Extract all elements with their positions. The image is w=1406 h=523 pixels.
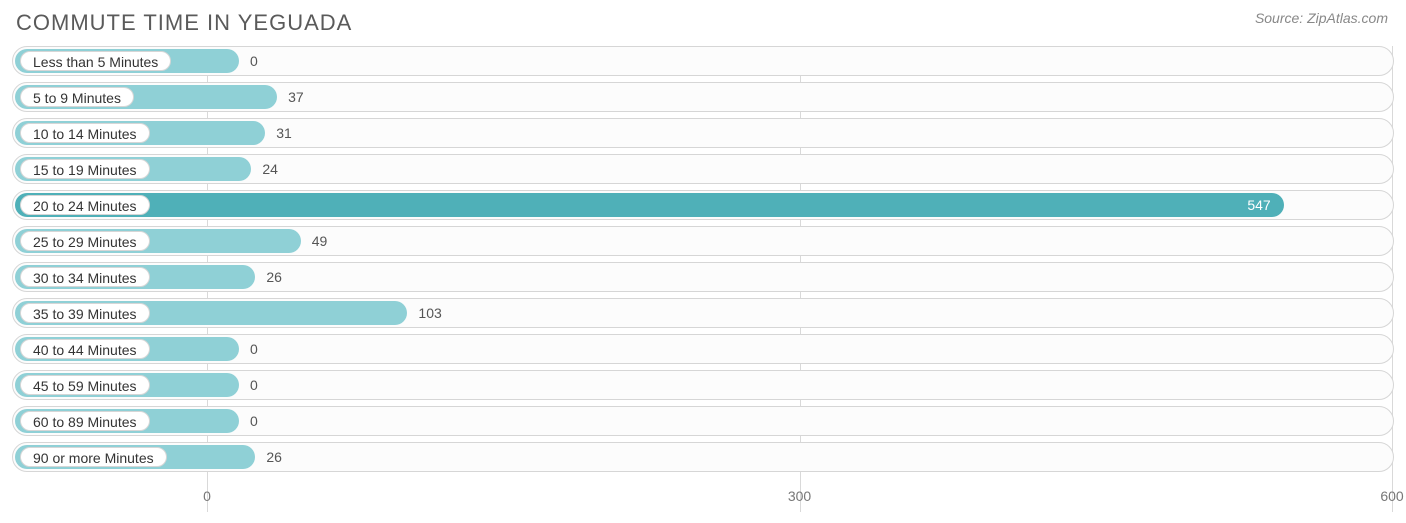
bar-row: 45 to 59 Minutes 0 <box>12 370 1394 400</box>
category-pill: 10 to 14 Minutes <box>20 123 150 143</box>
bar-row: 35 to 39 Minutes 103 <box>12 298 1394 328</box>
category-pill: 40 to 44 Minutes <box>20 339 150 359</box>
bar-row: 20 to 24 Minutes 547 <box>12 190 1394 220</box>
category-pill: Less than 5 Minutes <box>20 51 171 71</box>
category-pill: 45 to 59 Minutes <box>20 375 150 395</box>
bar-row: 15 to 19 Minutes 24 <box>12 154 1394 184</box>
category-pill: 90 or more Minutes <box>20 447 167 467</box>
x-axis: 0300600 <box>12 482 1394 512</box>
bar-row: 90 or more Minutes 26 <box>12 442 1394 472</box>
bar-row: 10 to 14 Minutes 31 <box>12 118 1394 148</box>
value-label: 547 <box>1247 190 1270 220</box>
category-pill: 5 to 9 Minutes <box>20 87 134 107</box>
chart-title: COMMUTE TIME IN YEGUADA <box>16 10 1394 36</box>
bar-row: 60 to 89 Minutes 0 <box>12 406 1394 436</box>
bar-row: Less than 5 Minutes 0 <box>12 46 1394 76</box>
category-pill: 60 to 89 Minutes <box>20 411 150 431</box>
value-label: 31 <box>276 118 292 148</box>
value-label: 26 <box>266 262 282 292</box>
value-label: 103 <box>418 298 441 328</box>
source-attribution: Source: ZipAtlas.com <box>1255 10 1388 26</box>
value-label: 0 <box>250 334 258 364</box>
bar <box>15 193 1284 217</box>
bar-row: 25 to 29 Minutes 49 <box>12 226 1394 256</box>
value-label: 0 <box>250 370 258 400</box>
category-pill: 20 to 24 Minutes <box>20 195 150 215</box>
x-tick-label: 600 <box>1380 488 1403 504</box>
chart-container: COMMUTE TIME IN YEGUADA Source: ZipAtlas… <box>0 0 1406 523</box>
value-label: 24 <box>262 154 278 184</box>
bar-row: 5 to 9 Minutes 37 <box>12 82 1394 112</box>
x-tick-label: 300 <box>788 488 811 504</box>
category-pill: 30 to 34 Minutes <box>20 267 150 287</box>
category-pill: 35 to 39 Minutes <box>20 303 150 323</box>
category-pill: 25 to 29 Minutes <box>20 231 150 251</box>
value-label: 0 <box>250 46 258 76</box>
bar-row: 30 to 34 Minutes 26 <box>12 262 1394 292</box>
bar-row: 40 to 44 Minutes 0 <box>12 334 1394 364</box>
value-label: 26 <box>266 442 282 472</box>
value-label: 37 <box>288 82 304 112</box>
value-label: 0 <box>250 406 258 436</box>
plot-area: Less than 5 Minutes 0 5 to 9 Minutes 37 10 t… <box>12 46 1394 482</box>
x-tick-label: 0 <box>203 488 211 504</box>
value-label: 49 <box>312 226 328 256</box>
category-pill: 15 to 19 Minutes <box>20 159 150 179</box>
